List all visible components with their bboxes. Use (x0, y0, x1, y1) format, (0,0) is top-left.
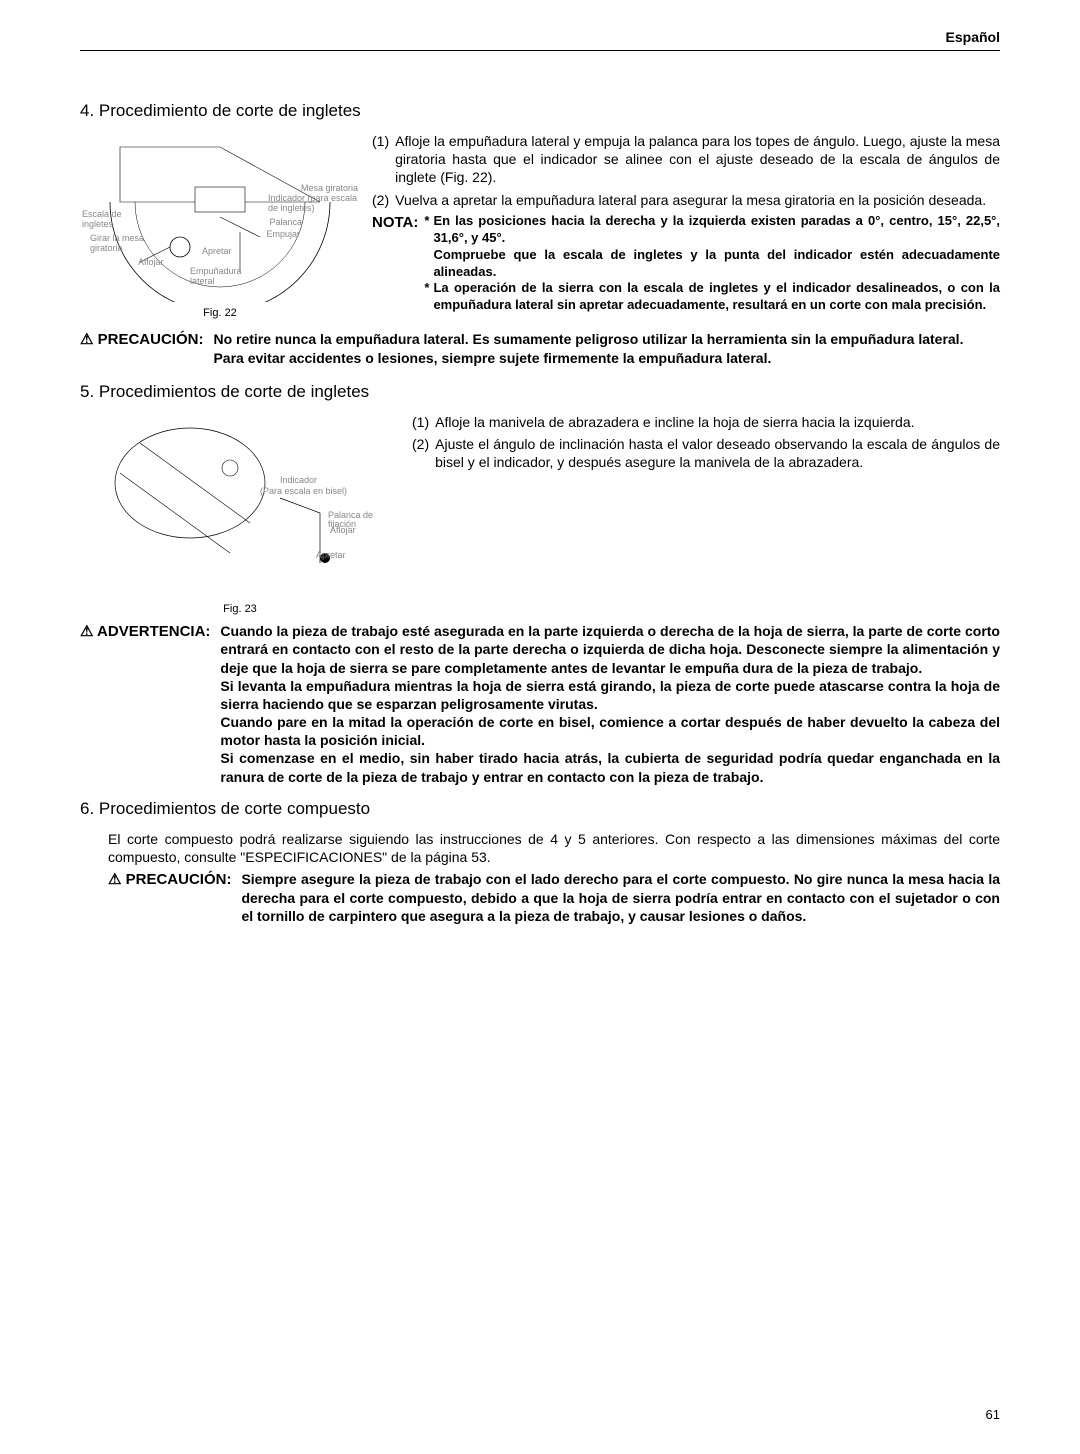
s4-prec1: No retire nunca la empuñadura lateral. E… (213, 330, 1000, 348)
adv1: Cuando la pieza de trabajo esté asegurad… (220, 622, 1000, 677)
s4-precaucion: ⚠ PRECAUCIÓN: No retire nunca la empuñad… (80, 330, 1000, 366)
s6-prec1: Siempre asegure la pieza de trabajo con … (241, 870, 1000, 925)
s4-p1: Afloje la empuñadura lateral y empuja la… (395, 132, 1000, 187)
section-4-row: Mesa giratoria Indicador (para escala de… (80, 132, 1000, 320)
label-aflojar2: Aflojar (330, 526, 356, 535)
figure-22-caption: Fig. 22 (80, 306, 360, 320)
page-number: 61 (986, 1407, 1000, 1424)
star2: * (424, 280, 429, 314)
header-divider (80, 50, 1000, 51)
s4-p1-num: (1) (372, 132, 389, 187)
section-6-body: El corte compuesto podrá realizarse sigu… (80, 830, 1000, 866)
section-5-text: (1) Afloje la manivela de abrazadera e i… (412, 413, 1000, 616)
s4-prec-body: No retire nunca la empuñadura lateral. E… (213, 330, 1000, 366)
label-girar: Girar la mesa giratoria (90, 234, 160, 253)
section-4-text: (1) Afloje la empuñadura lateral y empuj… (372, 132, 1000, 320)
adv2: Si levanta la empuñadura mientras la hoj… (220, 677, 1000, 713)
label-indicador: Indicador (para escala de ingletes) (268, 194, 358, 213)
s6-prec-label: ⚠ PRECAUCIÓN: (108, 870, 241, 925)
figure-23-diagram: Indicador (Para escala en bisel) Palanca… (80, 413, 400, 588)
s5-p1-num: (1) (412, 413, 429, 431)
label-empunadura: Empuñadura lateral (190, 267, 260, 286)
bevel-saw-icon (80, 413, 400, 588)
nota-block: NOTA: * En las posiciones hacia la derec… (372, 213, 1000, 314)
s5-p2: Ajuste el ángulo de inclinación hasta el… (435, 435, 1000, 471)
s5-advertencia: ⚠ ADVERTENCIA: Cuando la pieza de trabaj… (80, 622, 1000, 786)
page-content: 4. Procedimiento de corte de ingletes Me… (80, 100, 1000, 925)
label-palanca: Palanca (269, 218, 302, 227)
label-indicador2: Indicador (280, 476, 317, 485)
section-5-title: 5. Procedimientos de corte de ingletes (80, 381, 1000, 403)
nota2: La operación de la sierra con la escala … (433, 280, 1000, 314)
section-6-title: 6. Procedimientos de corte compuesto (80, 798, 1000, 820)
s5-p2-num: (2) (412, 435, 429, 471)
label-apretar: Apretar (202, 247, 232, 256)
adv3: Cuando pare en la mitad la operación de … (220, 713, 1000, 749)
figure-22-box: Mesa giratoria Indicador (para escala de… (80, 132, 360, 320)
figure-23-box: Indicador (Para escala en bisel) Palanca… (80, 413, 400, 616)
label-escala: Escala de ingletes (82, 210, 132, 229)
section-5-row: Indicador (Para escala en bisel) Palanca… (80, 413, 1000, 616)
label-aflojar: Aflojar (138, 258, 164, 267)
s5-adv-body: Cuando la pieza de trabajo esté asegurad… (220, 622, 1000, 786)
nota1b: Compruebe que la escala de ingletes y la… (433, 247, 1000, 279)
adv4: Si comenzase en el medio, sin haber tira… (220, 749, 1000, 785)
s4-p2: Vuelva a apretar la empuñadura lateral p… (395, 191, 1000, 209)
star1: * (424, 213, 429, 281)
s4-prec-label: ⚠ PRECAUCIÓN: (80, 330, 213, 366)
s6-precaucion: ⚠ PRECAUCIÓN: Siempre asegure la pieza d… (80, 870, 1000, 925)
s4-p2-num: (2) (372, 191, 389, 209)
s5-p1: Afloje la manivela de abrazadera e incli… (435, 413, 1000, 431)
nota-body: * En las posiciones hacia la derecha y l… (424, 213, 1000, 314)
language-label: Español (946, 28, 1000, 46)
section-4-title: 4. Procedimiento de corte de ingletes (80, 100, 1000, 122)
s4-prec2: Para evitar accidentes o lesiones, siemp… (213, 349, 1000, 367)
s6-prec-body: Siempre asegure la pieza de trabajo con … (241, 870, 1000, 925)
s5-adv-label: ⚠ ADVERTENCIA: (80, 622, 220, 786)
label-escala2: (Para escala en bisel) (260, 487, 347, 496)
nota1: En las posiciones hacia la derecha y la … (433, 213, 1000, 245)
label-empujar: Empujar (266, 230, 300, 239)
figure-22-diagram: Mesa giratoria Indicador (para escala de… (80, 132, 360, 302)
nota-label: NOTA: (372, 213, 424, 314)
figure-23-caption: Fig. 23 (80, 602, 400, 616)
label-apretar2: Apretar (316, 551, 346, 560)
